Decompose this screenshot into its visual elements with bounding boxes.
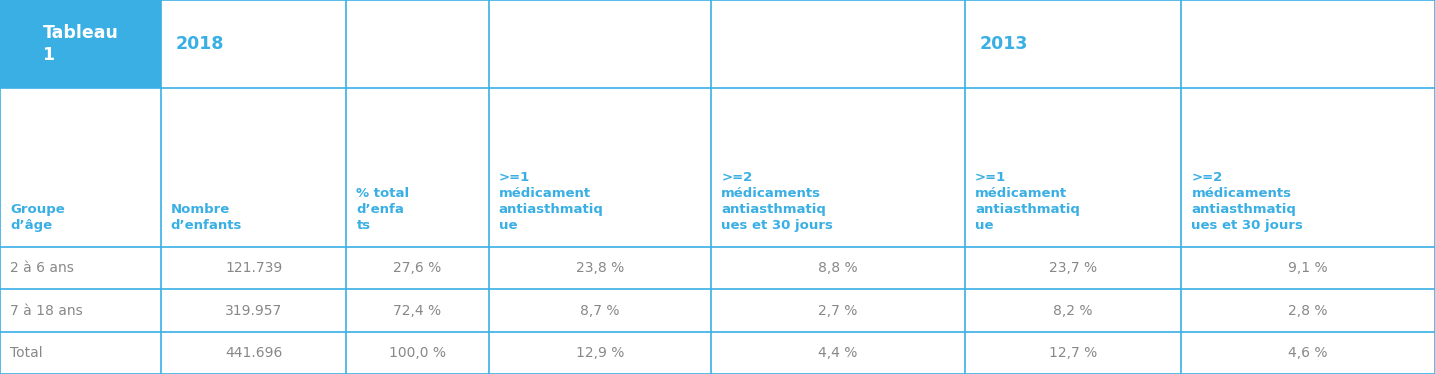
Bar bbox=[161, 88, 346, 247]
Text: 319.957: 319.957 bbox=[225, 304, 283, 318]
Text: 23,7 %: 23,7 % bbox=[1049, 261, 1098, 275]
Text: 2018: 2018 bbox=[175, 35, 224, 53]
Text: 2,7 %: 2,7 % bbox=[818, 304, 858, 318]
Text: Nombre
d’enfants: Nombre d’enfants bbox=[171, 203, 243, 232]
Bar bbox=[712, 332, 964, 374]
Text: % total
d’enfa
ts: % total d’enfa ts bbox=[356, 187, 409, 232]
Bar bbox=[1181, 247, 1435, 289]
Text: 9,1 %: 9,1 % bbox=[1289, 261, 1327, 275]
Text: 12,9 %: 12,9 % bbox=[575, 346, 624, 360]
Bar bbox=[161, 289, 346, 332]
Bar bbox=[161, 0, 964, 88]
Text: 27,6 %: 27,6 % bbox=[393, 261, 442, 275]
Text: 12,7 %: 12,7 % bbox=[1049, 346, 1098, 360]
Text: Tableau
1: Tableau 1 bbox=[43, 24, 118, 64]
Bar bbox=[0, 88, 161, 247]
Bar bbox=[964, 247, 1181, 289]
Text: 4,4 %: 4,4 % bbox=[818, 346, 858, 360]
Bar bbox=[1181, 332, 1435, 374]
Text: 8,7 %: 8,7 % bbox=[580, 304, 620, 318]
Bar bbox=[346, 247, 489, 289]
Bar bbox=[964, 88, 1181, 247]
Bar bbox=[489, 247, 712, 289]
Bar bbox=[0, 289, 161, 332]
Text: 100,0 %: 100,0 % bbox=[389, 346, 446, 360]
Bar bbox=[161, 247, 346, 289]
Text: 7 à 18 ans: 7 à 18 ans bbox=[10, 304, 83, 318]
Bar bbox=[964, 332, 1181, 374]
Bar bbox=[1181, 88, 1435, 247]
Text: >=2
médicaments
antiasthmatiq
ues et 30 jours: >=2 médicaments antiasthmatiq ues et 30 … bbox=[722, 171, 834, 232]
Bar bbox=[1181, 289, 1435, 332]
Text: 121.739: 121.739 bbox=[225, 261, 283, 275]
Text: 2 à 6 ans: 2 à 6 ans bbox=[10, 261, 75, 275]
Bar bbox=[489, 332, 712, 374]
Bar bbox=[712, 289, 964, 332]
Text: >=1
médicament
antiasthmatiq
ue: >=1 médicament antiasthmatiq ue bbox=[499, 171, 604, 232]
Bar bbox=[489, 88, 712, 247]
Text: 8,2 %: 8,2 % bbox=[1053, 304, 1093, 318]
Text: Groupe
d’âge: Groupe d’âge bbox=[10, 203, 65, 232]
Text: >=2
médicaments
antiasthmatiq
ues et 30 jours: >=2 médicaments antiasthmatiq ues et 30 … bbox=[1191, 171, 1303, 232]
Bar bbox=[161, 332, 346, 374]
Text: Total: Total bbox=[10, 346, 43, 360]
Bar bbox=[0, 332, 161, 374]
Bar bbox=[964, 289, 1181, 332]
Text: 72,4 %: 72,4 % bbox=[393, 304, 442, 318]
Bar bbox=[0, 247, 161, 289]
Bar bbox=[346, 88, 489, 247]
Text: >=1
médicament
antiasthmatiq
ue: >=1 médicament antiasthmatiq ue bbox=[974, 171, 1079, 232]
Bar bbox=[489, 289, 712, 332]
Text: 23,8 %: 23,8 % bbox=[575, 261, 624, 275]
Text: 2013: 2013 bbox=[979, 35, 1027, 53]
Text: 8,8 %: 8,8 % bbox=[818, 261, 858, 275]
Bar bbox=[346, 289, 489, 332]
Text: 4,6 %: 4,6 % bbox=[1289, 346, 1327, 360]
Text: 2,8 %: 2,8 % bbox=[1289, 304, 1327, 318]
Bar bbox=[712, 88, 964, 247]
Bar bbox=[712, 247, 964, 289]
Bar bbox=[964, 0, 1435, 88]
Text: 441.696: 441.696 bbox=[225, 346, 283, 360]
Bar bbox=[0, 0, 161, 88]
Bar bbox=[346, 332, 489, 374]
